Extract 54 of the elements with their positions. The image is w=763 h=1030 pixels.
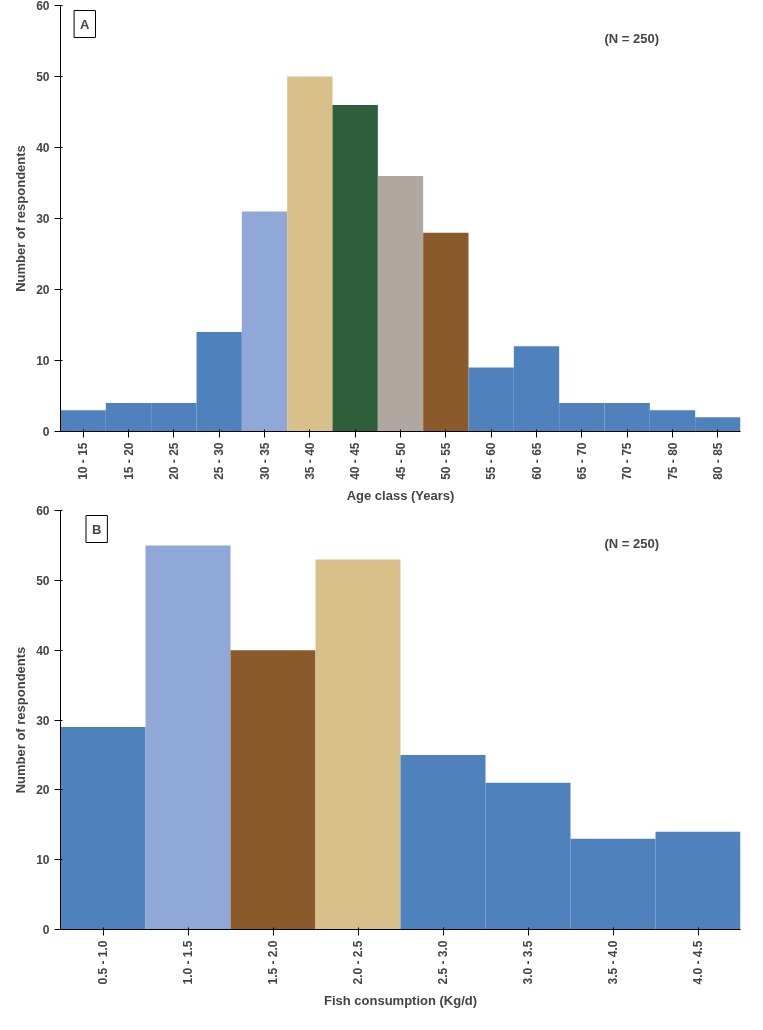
y-tick-label: 40	[36, 141, 50, 155]
y-axis-title: Number of respondents	[13, 145, 29, 292]
y-tick-label: 30	[36, 212, 50, 226]
y-tick-label: 50	[36, 573, 50, 588]
annotation: (N = 250)	[604, 30, 660, 46]
x-tick-label: 4.0 - 4.5	[691, 940, 705, 985]
x-tick-label: 0.5 - 1.0	[96, 940, 110, 985]
x-axis-title: Age class (Years)	[346, 487, 455, 503]
bar	[315, 559, 401, 930]
x-tick-label: 2.0 - 2.5	[351, 940, 365, 985]
x-tick-label: 3.0 - 3.5	[521, 940, 535, 985]
x-axis-title: Fish consumption (Kg/d)	[323, 992, 478, 1008]
y-tick-label: 20	[36, 783, 50, 798]
x-tick-label: 35 - 40	[302, 442, 317, 480]
x-tick-label: 10 - 15	[76, 442, 91, 480]
x-tick-label: 55 - 60	[484, 442, 499, 480]
annotation: (N = 250)	[604, 535, 660, 551]
x-tick-label: 75 - 80	[665, 442, 680, 480]
x-tick-label: 1.5 - 2.0	[266, 940, 280, 985]
x-tick-label: 15 - 20	[121, 442, 136, 480]
x-tick-label: 60 - 65	[529, 442, 544, 480]
y-tick-label: 60	[36, 504, 50, 518]
y-axis-title: Number of respondents	[13, 646, 29, 794]
bar	[241, 211, 288, 432]
bar	[60, 726, 146, 930]
bar	[377, 175, 424, 432]
y-tick-label: 30	[36, 713, 50, 728]
x-tick-label: 3.5 - 4.0	[606, 940, 620, 985]
x-tick-label: 20 - 25	[166, 442, 181, 480]
x-tick-label: 50 - 55	[438, 442, 453, 480]
bar	[230, 650, 316, 930]
y-tick-label: 0	[42, 425, 50, 439]
y-tick-label: 20	[36, 283, 50, 297]
x-tick-label: 25 - 30	[212, 442, 227, 480]
x-tick-label: 45 - 50	[393, 442, 408, 480]
annotation: A	[80, 16, 91, 32]
x-tick-label: 40 - 45	[348, 442, 363, 480]
bar	[287, 76, 333, 432]
y-tick-label: 10	[36, 853, 50, 868]
y-tick-label: 0	[42, 923, 50, 937]
bar	[423, 232, 469, 432]
y-tick-label: 50	[36, 70, 50, 84]
bar	[332, 104, 378, 432]
x-tick-label: 1.0 - 1.5	[181, 940, 195, 985]
x-tick-label: 30 - 35	[257, 442, 272, 480]
y-tick-label: 40	[36, 643, 50, 658]
annotation: B	[92, 521, 102, 537]
x-tick-label: 80 - 85	[710, 442, 725, 480]
y-tick-label: 10	[36, 354, 50, 368]
bar	[145, 545, 231, 930]
x-tick-label: 70 - 75	[620, 442, 635, 480]
y-tick-label: 60	[36, 0, 50, 13]
x-tick-label: 2.5 - 3.0	[436, 940, 450, 985]
x-tick-label: 65 - 70	[574, 442, 589, 480]
